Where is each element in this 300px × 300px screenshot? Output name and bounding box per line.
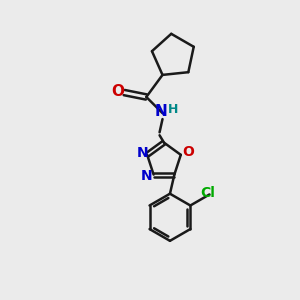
Text: O: O (182, 145, 194, 159)
Text: N: N (155, 104, 167, 119)
Text: N: N (137, 146, 148, 161)
Text: O: O (111, 84, 124, 99)
Text: Cl: Cl (201, 186, 215, 200)
Text: N: N (140, 169, 152, 183)
Text: H: H (168, 103, 178, 116)
